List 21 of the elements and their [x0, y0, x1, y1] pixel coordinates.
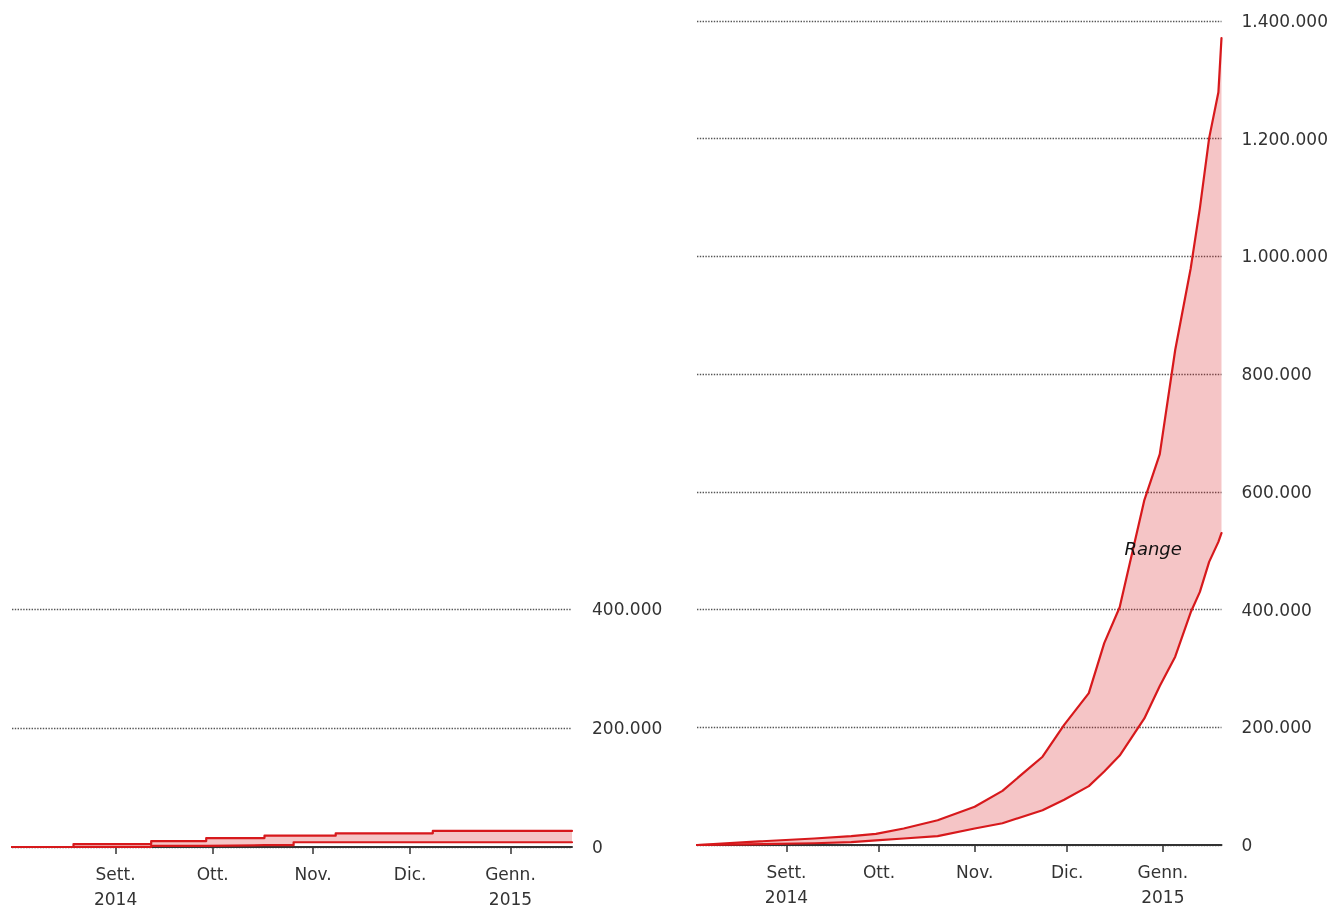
x-tick-label: Sett. 2014: [764, 861, 809, 907]
y-tick-label: 0: [1241, 835, 1253, 855]
y-tick-label: 600.000: [1241, 481, 1312, 502]
x-tick-label: Ott.: [862, 861, 896, 882]
x-tick-label: Genn. 2015: [485, 863, 536, 909]
y-tick-label: 1.400.000: [1241, 11, 1329, 31]
x-tick-label: Dic.: [1050, 861, 1084, 882]
x-tick-label: Ott.: [196, 863, 229, 884]
x-tick-label: Sett. 2014: [93, 863, 138, 909]
y-tick-label: 1.200.000: [1241, 128, 1329, 149]
y-tick-label: 800.000: [1241, 364, 1312, 385]
y-tick-label: 200.000: [592, 718, 663, 738]
y-tick-label: 0: [592, 837, 603, 857]
x-tick-label: Genn. 2015: [1137, 861, 1189, 907]
y-tick-label: 1.000.000: [1241, 246, 1329, 267]
y-tick-label: 400.000: [592, 599, 663, 619]
x-tick-label: Nov.: [294, 863, 332, 884]
x-tick-label: Dic.: [393, 863, 427, 884]
y-tick-label: 200.000: [1241, 717, 1312, 738]
x-tick-label: Nov.: [956, 861, 994, 882]
y-tick-label: 400.000: [1241, 599, 1312, 620]
